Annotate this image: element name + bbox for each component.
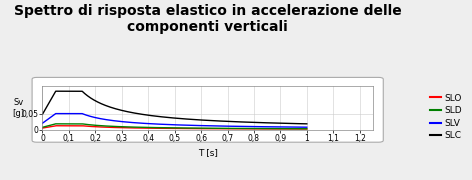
Text: Spettro di risposta elastico in accelerazione delle
componenti verticali: Spettro di risposta elastico in accelera…	[14, 4, 402, 34]
Legend: SLO, SLD, SLV, SLC: SLO, SLD, SLV, SLC	[427, 90, 465, 144]
Y-axis label: Sv
[g]: Sv [g]	[13, 98, 25, 118]
X-axis label: T [s]: T [s]	[198, 148, 218, 157]
